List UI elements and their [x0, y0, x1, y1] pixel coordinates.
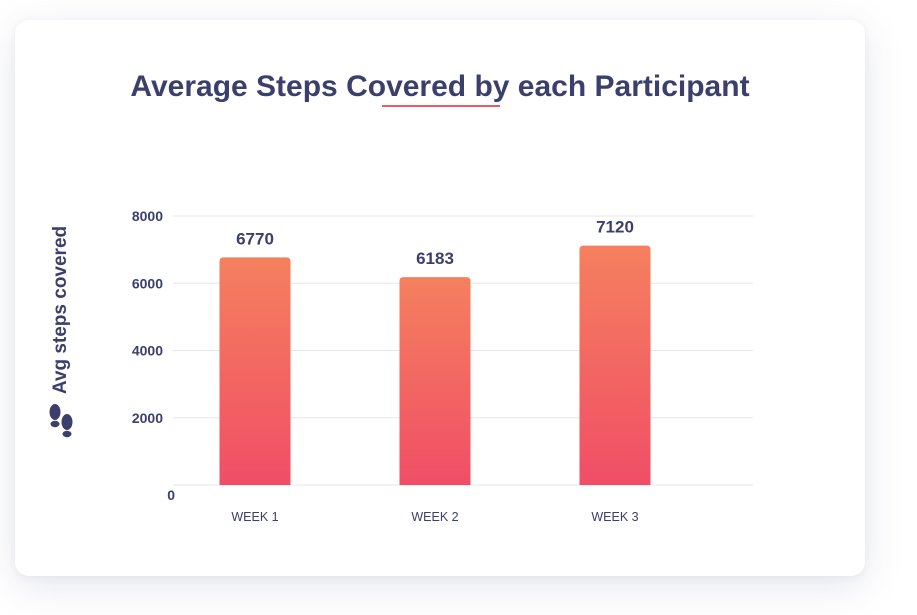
bar [399, 277, 471, 485]
x-tick-label: WEEK 1 [231, 510, 278, 524]
data-label: 6770 [236, 229, 274, 248]
y-tick-label: 0 [167, 487, 175, 503]
y-tick-label: 6000 [132, 275, 163, 291]
y-tick-label: 2000 [132, 410, 163, 426]
bar [579, 245, 651, 485]
y-tick-label: 8000 [132, 208, 163, 224]
bar [219, 257, 291, 485]
chart-title: Average Steps Covered by each Participan… [130, 70, 750, 103]
footprints-icon [49, 404, 73, 438]
x-tick-label: WEEK 2 [411, 510, 458, 524]
bar-chart: 0 2000 4000 6000 8000 6770 WEEK 1 6183 WEEK 2 712… [132, 208, 753, 524]
title-underline [382, 105, 500, 107]
data-label: 7120 [596, 218, 634, 237]
chart-card: Average Steps Covered by each Participan… [15, 20, 865, 576]
x-tick-label: WEEK 3 [591, 510, 638, 524]
data-label: 6183 [416, 249, 454, 268]
y-tick-label: 4000 [132, 343, 163, 359]
